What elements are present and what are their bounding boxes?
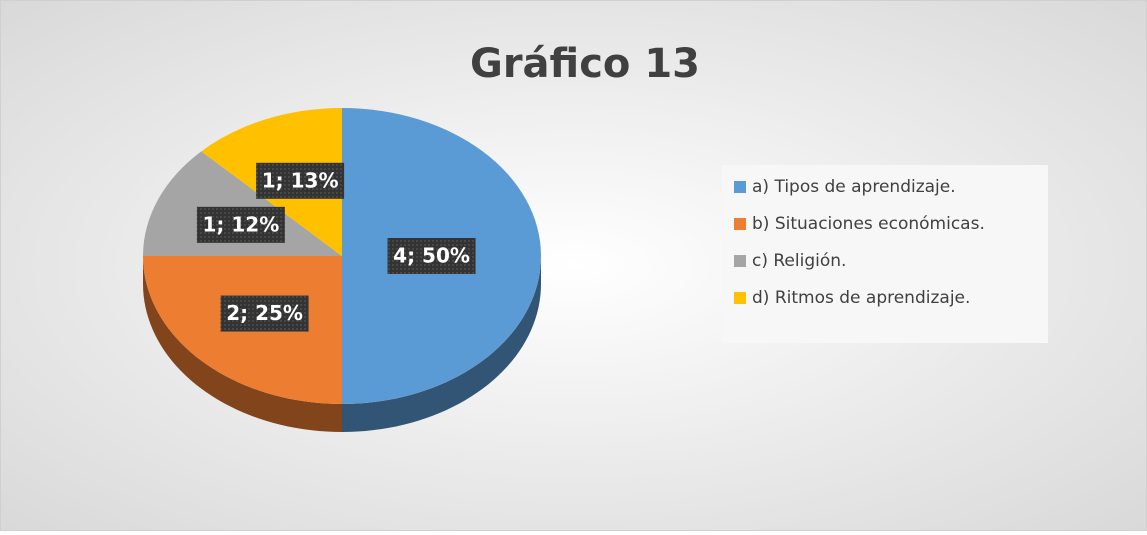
legend-swatch — [734, 292, 746, 304]
data-label-box — [387, 238, 476, 274]
data-label-box — [196, 206, 285, 243]
data-label: 4; 50% — [393, 244, 470, 268]
chart-title: Gráfico 13 — [470, 41, 700, 87]
legend-label: d) Ritmos de aprendizaje. — [752, 288, 970, 308]
data-label: 1; 12% — [203, 212, 280, 236]
data-label: 2; 25% — [226, 301, 303, 325]
data-label-box — [256, 162, 345, 199]
data-label-box — [220, 295, 309, 332]
legend-swatch — [734, 218, 746, 230]
pie-slice — [143, 151, 342, 256]
legend-box — [722, 165, 1048, 343]
data-label: 1; 13% — [262, 168, 339, 192]
pie-side — [342, 256, 541, 432]
legend-label: a) Tipos de aprendizaje. — [752, 177, 956, 197]
legend-label: b) Situaciones económicas. — [752, 214, 985, 234]
legend-swatch — [734, 181, 746, 193]
legend-label: c) Religión. — [752, 251, 846, 271]
legend-swatch — [734, 255, 746, 267]
pie-side — [143, 256, 342, 432]
